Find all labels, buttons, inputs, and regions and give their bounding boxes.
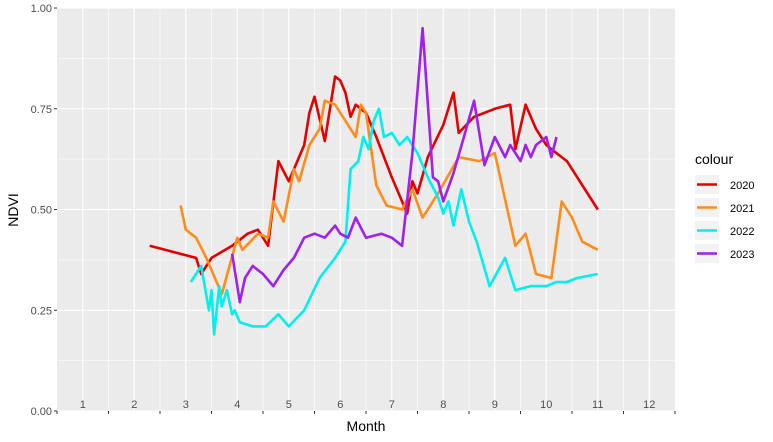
y-tick-label: 1.00 — [31, 3, 52, 15]
x-tick-label: 11 — [592, 399, 603, 411]
x-tick-label: 4 — [234, 399, 240, 411]
y-tick-label: 0.75 — [31, 104, 52, 116]
x-axis-title: Month — [347, 418, 386, 434]
series-line-2023 — [230, 26, 558, 304]
y-tick-label: 0.25 — [31, 305, 52, 317]
x-tick-label: 12 — [643, 399, 655, 411]
x-axis: 1 2 3 4 5 6 7 8 9 10 11 12 — [56, 399, 676, 414]
legend: colour 2020 2021 2022 2023 — [695, 151, 754, 263]
legend-label-2020: 2020 — [730, 180, 754, 192]
y-axis: 0.00 0.25 0.50 0.75 1.00 — [31, 3, 57, 418]
x-tick-label: 9 — [492, 399, 498, 411]
x-tick-label: 10 — [540, 399, 552, 411]
x-tick-label: 3 — [183, 399, 189, 411]
y-tick-label: 0.00 — [31, 406, 52, 418]
legend-label-2023: 2023 — [730, 249, 754, 261]
x-tick-label: 8 — [440, 399, 446, 411]
x-tick-label: 6 — [337, 399, 343, 411]
legend-label-2022: 2022 — [730, 226, 754, 238]
series-lines — [149, 26, 599, 336]
x-tick-label: 2 — [131, 399, 137, 411]
legend-items: 2020 2021 2022 2023 — [695, 175, 754, 263]
x-tick-label: 7 — [389, 399, 395, 411]
x-tick-label: 5 — [286, 399, 292, 411]
x-tick-label: 1 — [80, 399, 86, 411]
legend-title: colour — [695, 151, 733, 167]
series-line-2022 — [189, 107, 599, 336]
y-axis-title: NDVI — [5, 193, 21, 226]
series-line-2021 — [179, 99, 599, 296]
legend-label-2021: 2021 — [730, 203, 754, 215]
y-tick-label: 0.50 — [31, 205, 52, 217]
